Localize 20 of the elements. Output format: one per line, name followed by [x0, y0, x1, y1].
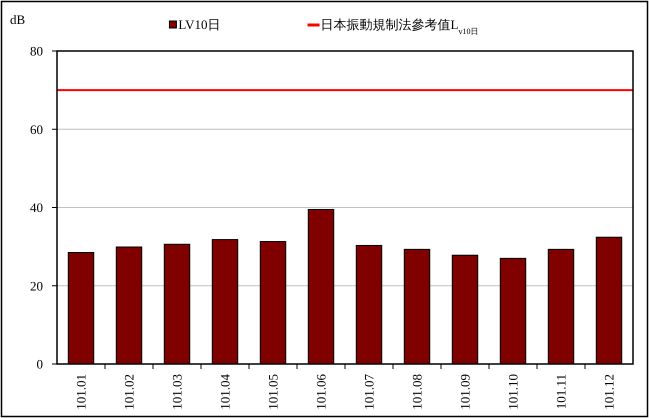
y-tick-label: 20: [30, 278, 43, 294]
x-tick-label: 101.01: [74, 374, 88, 410]
x-tick-label: 101.06: [314, 374, 328, 410]
legend-label: 日本振動規制法參考值L$_{v10日}$: [320, 17, 479, 36]
y-tick-label: 0: [36, 356, 43, 372]
legend-label: LV10日: [178, 17, 221, 32]
x-tick-label: 101.11: [554, 374, 568, 410]
y-tick-label: 40: [30, 200, 43, 215]
y-tick-label: 80: [30, 44, 43, 58]
x-tick-label: 101.09: [458, 374, 472, 410]
x-tick-label: 101.07: [362, 374, 376, 410]
x-tick-label: 101.03: [170, 374, 184, 410]
x-tick-label: 101.12: [602, 374, 616, 410]
y-tick-label: 60: [30, 122, 43, 137]
x-tick-label: 101.04: [218, 374, 232, 410]
x-tick-label: 101.08: [410, 374, 424, 410]
x-tick-label: 101.10: [506, 374, 520, 410]
x-tick-label: 101.05: [266, 374, 280, 410]
y-axis-title: dB: [10, 12, 26, 27]
x-tick-label: 101.02: [122, 374, 136, 410]
